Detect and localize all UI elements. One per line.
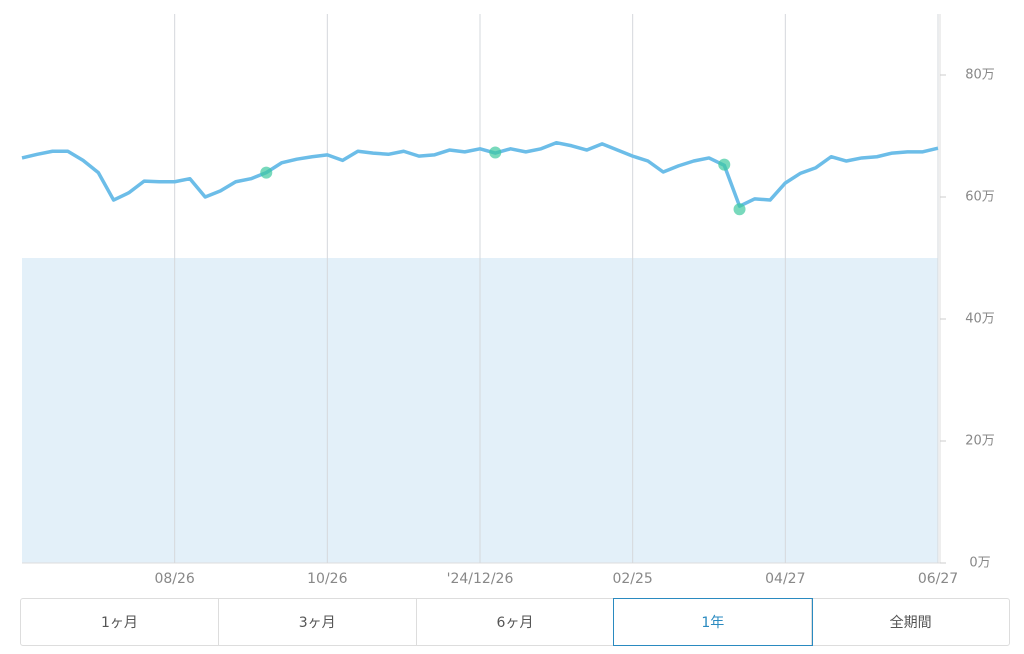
period-tabs: 1ヶ月 3ヶ月 6ヶ月 1年 全期間	[20, 598, 1010, 646]
event-marker	[718, 158, 731, 171]
period-tab[interactable]: 全期間	[889, 615, 932, 631]
event-marker	[733, 203, 746, 216]
period-tab[interactable]: 6ヶ月	[417, 599, 615, 645]
x-tick-label: 08/26	[154, 571, 194, 587]
y-tick-label: 60万	[965, 190, 995, 205]
x-tick-label: '24/12/26	[447, 571, 514, 587]
y-tick-label: 80万	[965, 68, 995, 83]
period-tab[interactable]: 3ヶ月	[219, 599, 417, 645]
event-marker	[260, 166, 273, 179]
x-tick-label: 06/27	[918, 571, 958, 587]
y-tick-label: 40万	[965, 312, 995, 327]
period-tab[interactable]: 1年	[613, 598, 814, 646]
event-marker	[489, 146, 502, 159]
x-tick-label: 04/27	[765, 571, 805, 587]
x-tick-label: 02/25	[612, 571, 652, 587]
y-tick-label: 0万	[969, 556, 990, 571]
period-tab[interactable]: 1ヶ月	[21, 599, 219, 645]
y-tick-label: 20万	[965, 434, 995, 449]
price-line	[21, 140, 939, 208]
x-tick-label: 10/26	[307, 571, 347, 587]
chart: 0万 20万 40万 60万 80万 08/26 10/26 '24/12/26 02/25 04…	[21, 14, 995, 587]
